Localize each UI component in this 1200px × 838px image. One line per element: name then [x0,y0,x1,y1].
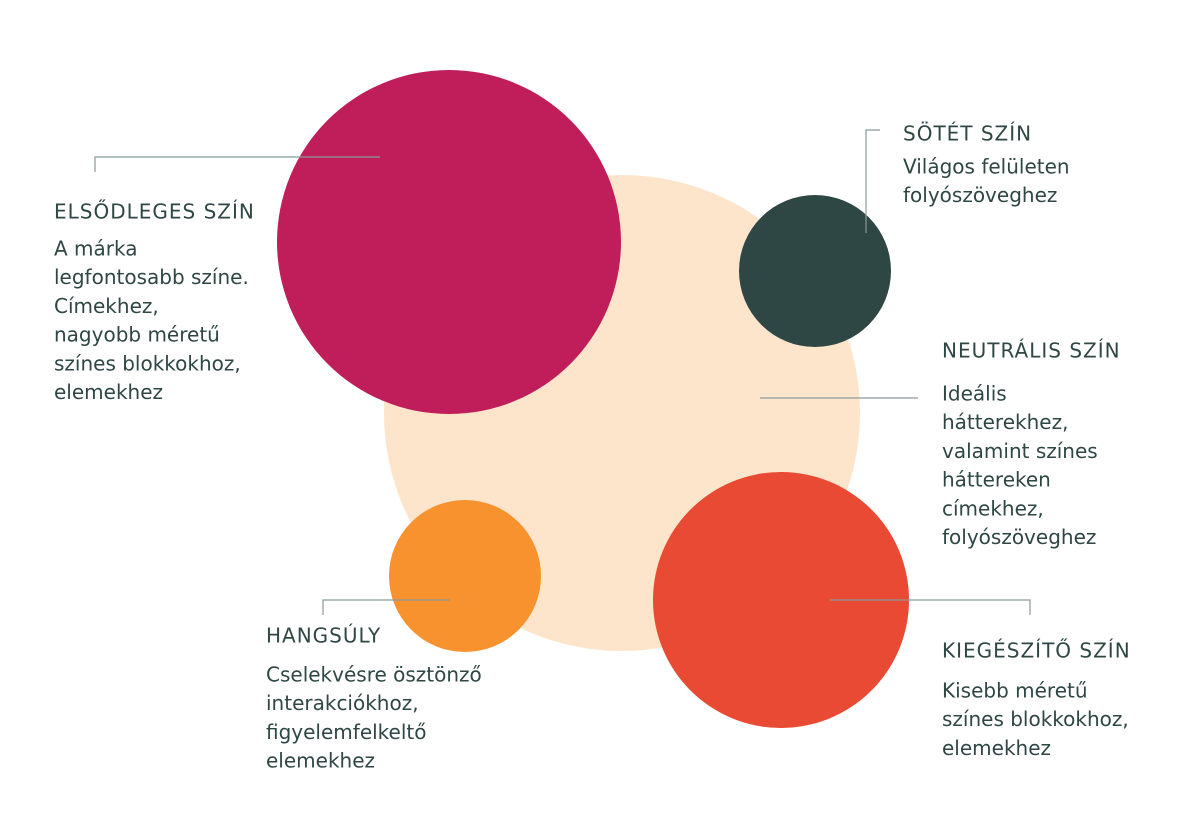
item-title: ELSŐDLEGES SZÍN [54,200,255,224]
accent-circle [389,500,541,652]
item-description: színes blokkokhoz, [942,707,1129,731]
item-title: SÖTÉT SZÍN [903,122,1032,146]
item-description: Címekhez, [54,294,159,318]
item-description: nagyobb méretű [54,323,220,347]
connector [322,599,450,615]
primary-circle [277,70,621,414]
item-description: hátterekhez, [942,410,1068,434]
item-description: Kisebb méretű [942,679,1088,703]
item-description: legfontosabb színe. [54,265,249,289]
item-description: elemekhez [54,380,163,404]
complementary-circle [653,472,909,728]
item-description: elemekhez [266,749,375,773]
connector [830,599,1031,615]
item-description: valamint színes [942,439,1098,463]
item-description: háttereken [942,468,1051,492]
item-description: A márka [54,237,138,261]
item-description: Ideális [942,382,1007,406]
connector [865,129,880,233]
item-description: folyószöveghez [942,525,1096,549]
item-description: elemekhez [942,736,1051,760]
item-description: folyószöveghez [903,183,1057,207]
item-description: színes blokkokhoz, [54,351,241,375]
connector [94,156,380,172]
item-title: NEUTRÁLIS SZÍN [942,339,1121,363]
item-title: HANGSÚLY [266,624,381,648]
item-description: címekhez, [942,496,1044,520]
item-description: Világos felületen [903,155,1070,179]
item-title: KIEGÉSZÍTŐ SZÍN [942,639,1131,663]
item-description: Cselekvésre ösztönző [266,663,482,687]
item-description: figyelemfelkeltő [266,720,427,744]
item-description: interakciókhoz, [266,691,419,715]
dark-circle [739,195,891,347]
